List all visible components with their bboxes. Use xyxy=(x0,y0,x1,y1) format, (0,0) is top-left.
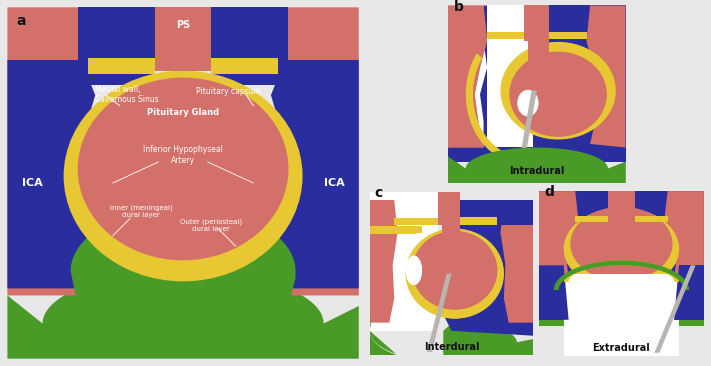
Polygon shape xyxy=(370,323,403,357)
Polygon shape xyxy=(448,5,487,147)
Polygon shape xyxy=(70,208,296,317)
Polygon shape xyxy=(439,192,533,336)
Polygon shape xyxy=(211,7,289,85)
Polygon shape xyxy=(487,5,533,147)
Ellipse shape xyxy=(412,231,497,310)
Polygon shape xyxy=(427,273,451,352)
Ellipse shape xyxy=(564,208,679,290)
Polygon shape xyxy=(88,58,155,74)
Polygon shape xyxy=(564,274,679,356)
Ellipse shape xyxy=(501,42,616,139)
Polygon shape xyxy=(635,216,668,222)
Polygon shape xyxy=(460,217,497,224)
Polygon shape xyxy=(539,265,569,320)
Polygon shape xyxy=(370,228,415,234)
Polygon shape xyxy=(370,310,396,354)
Polygon shape xyxy=(271,60,359,288)
Polygon shape xyxy=(278,7,359,295)
Polygon shape xyxy=(442,224,460,241)
Text: Inner (meningeal)
dural layer: Inner (meningeal) dural layer xyxy=(109,204,172,218)
Polygon shape xyxy=(549,32,587,39)
Polygon shape xyxy=(674,265,704,320)
Polygon shape xyxy=(501,200,533,323)
Text: Inferior Hypophyseal
Artery: Inferior Hypophyseal Artery xyxy=(143,145,223,165)
Polygon shape xyxy=(539,191,579,318)
Polygon shape xyxy=(370,200,397,323)
Polygon shape xyxy=(7,7,88,295)
Ellipse shape xyxy=(518,90,538,116)
Polygon shape xyxy=(442,224,460,241)
Ellipse shape xyxy=(406,255,422,285)
Polygon shape xyxy=(7,60,95,288)
Polygon shape xyxy=(444,323,533,355)
Polygon shape xyxy=(439,192,460,224)
Ellipse shape xyxy=(509,52,607,137)
Polygon shape xyxy=(394,218,439,224)
Polygon shape xyxy=(95,60,155,72)
Polygon shape xyxy=(448,147,626,183)
Ellipse shape xyxy=(77,78,289,260)
Ellipse shape xyxy=(406,229,504,318)
Polygon shape xyxy=(448,147,626,183)
Polygon shape xyxy=(487,32,525,39)
Polygon shape xyxy=(654,265,695,353)
Polygon shape xyxy=(370,226,422,233)
Polygon shape xyxy=(466,53,540,164)
Text: Extradural: Extradural xyxy=(592,343,651,353)
Polygon shape xyxy=(528,41,549,62)
Polygon shape xyxy=(587,5,626,147)
Polygon shape xyxy=(608,191,635,221)
Text: Pituitary Gland: Pituitary Gland xyxy=(147,108,219,117)
Text: PS: PS xyxy=(176,20,191,30)
Text: Outer (periosteal)
dural layer: Outer (periosteal) dural layer xyxy=(180,219,242,232)
Polygon shape xyxy=(448,5,626,162)
Polygon shape xyxy=(448,5,487,147)
Ellipse shape xyxy=(570,207,673,281)
Text: b: b xyxy=(454,0,464,14)
Polygon shape xyxy=(88,67,148,81)
Text: Intradural: Intradural xyxy=(509,165,565,176)
Polygon shape xyxy=(155,7,211,71)
Ellipse shape xyxy=(63,71,303,281)
Polygon shape xyxy=(480,5,533,147)
Text: c: c xyxy=(375,186,383,200)
Text: Interdural: Interdural xyxy=(424,342,479,352)
Polygon shape xyxy=(211,58,278,74)
Polygon shape xyxy=(448,5,533,147)
Text: Medial wall,
Cavernous Sinus: Medial wall, Cavernous Sinus xyxy=(95,85,159,104)
Polygon shape xyxy=(539,320,704,326)
Polygon shape xyxy=(370,200,397,323)
Polygon shape xyxy=(554,260,689,290)
Text: d: d xyxy=(544,185,554,199)
Text: ICA: ICA xyxy=(21,178,43,188)
Polygon shape xyxy=(7,271,359,359)
Polygon shape xyxy=(664,191,704,318)
Polygon shape xyxy=(575,216,608,222)
Text: Pituitary capsule: Pituitary capsule xyxy=(196,87,260,96)
Polygon shape xyxy=(460,218,497,224)
Text: a: a xyxy=(16,14,26,28)
Ellipse shape xyxy=(406,229,504,318)
Polygon shape xyxy=(218,67,278,81)
Polygon shape xyxy=(77,7,155,85)
Polygon shape xyxy=(448,5,487,147)
Ellipse shape xyxy=(406,255,422,285)
Polygon shape xyxy=(525,5,549,41)
Polygon shape xyxy=(451,200,533,224)
Polygon shape xyxy=(515,91,537,183)
Ellipse shape xyxy=(412,231,497,310)
Polygon shape xyxy=(539,191,704,320)
Text: ICA: ICA xyxy=(324,178,345,188)
Polygon shape xyxy=(564,260,679,282)
Polygon shape xyxy=(211,60,271,72)
Polygon shape xyxy=(370,192,439,331)
